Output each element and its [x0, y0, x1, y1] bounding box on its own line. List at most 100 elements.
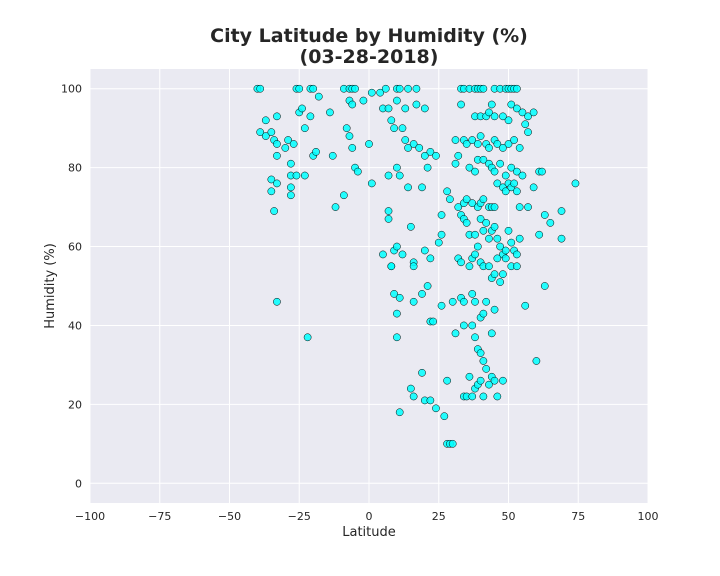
data-point — [476, 376, 485, 385]
data-point — [479, 84, 488, 93]
data-point — [451, 159, 460, 168]
data-point — [457, 100, 465, 109]
data-point — [409, 140, 418, 148]
x-tick-label: 0 — [366, 510, 373, 523]
data-point — [312, 148, 320, 156]
data-point — [557, 207, 566, 215]
data-point — [504, 226, 513, 235]
data-point — [490, 376, 499, 385]
data-point — [473, 140, 482, 148]
data-point — [440, 412, 449, 421]
data-point — [476, 349, 485, 357]
data-point — [387, 116, 396, 125]
data-point — [340, 191, 348, 200]
data-point — [510, 179, 518, 188]
data-point — [393, 242, 401, 251]
data-point — [409, 262, 418, 271]
data-point — [515, 234, 524, 243]
data-point — [420, 151, 429, 160]
data-point — [298, 104, 306, 113]
data-point — [524, 112, 532, 121]
data-point — [499, 144, 507, 152]
data-point — [426, 148, 435, 156]
data-point — [507, 238, 516, 247]
data-point — [540, 282, 549, 290]
data-point — [460, 297, 468, 306]
data-point — [479, 226, 488, 235]
data-point — [407, 384, 415, 393]
data-point — [267, 187, 276, 196]
data-point — [256, 84, 265, 93]
data-point — [437, 211, 446, 219]
x-axis-ticks: −100 −75 −50 −25 0 25 50 75 100 — [75, 510, 659, 523]
data-point — [407, 222, 415, 231]
data-point — [490, 305, 499, 314]
data-point — [448, 439, 457, 448]
data-point — [515, 203, 524, 211]
data-point — [468, 199, 477, 207]
data-point — [468, 136, 477, 144]
data-point — [504, 140, 513, 148]
data-point — [398, 250, 407, 259]
data-point — [504, 116, 513, 125]
data-point — [485, 262, 493, 271]
data-point — [409, 392, 418, 401]
data-point — [395, 293, 404, 302]
data-point — [393, 309, 401, 318]
data-point — [351, 84, 359, 93]
data-point — [524, 203, 532, 211]
data-point — [499, 112, 507, 121]
data-point — [485, 144, 493, 152]
data-point — [426, 396, 435, 405]
data-point — [501, 246, 510, 255]
data-point — [468, 392, 477, 401]
data-point — [437, 301, 446, 310]
data-point — [401, 136, 410, 144]
data-point — [393, 163, 401, 172]
data-point — [432, 404, 440, 413]
data-point — [479, 357, 488, 365]
data-point — [471, 167, 479, 176]
data-point — [482, 297, 491, 306]
data-point — [493, 179, 502, 188]
x-tick-label: 25 — [432, 510, 446, 523]
data-point — [468, 290, 477, 298]
data-point — [510, 136, 518, 144]
data-point — [423, 163, 432, 172]
data-point — [381, 84, 390, 93]
data-point — [465, 163, 474, 172]
data-point — [300, 124, 309, 133]
data-point — [487, 329, 496, 338]
data-point — [342, 124, 351, 133]
data-point — [404, 144, 412, 152]
data-point — [420, 104, 429, 113]
data-point — [515, 144, 524, 152]
data-point — [326, 108, 334, 117]
data-point — [507, 100, 516, 109]
data-point — [303, 333, 312, 342]
data-point — [348, 100, 357, 109]
data-point — [490, 222, 499, 231]
data-point — [353, 167, 362, 176]
data-point — [485, 380, 493, 389]
data-point — [518, 108, 527, 117]
data-point — [493, 392, 502, 401]
data-point — [398, 124, 407, 133]
data-point — [348, 144, 357, 152]
data-point — [390, 124, 398, 133]
data-point — [490, 270, 499, 279]
data-point — [412, 84, 421, 93]
data-point — [493, 140, 502, 148]
x-tick-label: 75 — [571, 510, 585, 523]
data-point — [393, 333, 401, 342]
data-point — [448, 297, 457, 306]
data-point — [490, 203, 499, 211]
data-point — [287, 159, 295, 168]
data-point — [454, 203, 463, 211]
y-tick-label: 100 — [61, 83, 82, 96]
data-point — [482, 219, 491, 227]
data-point — [395, 84, 404, 93]
data-point — [261, 116, 270, 125]
data-point — [471, 297, 479, 306]
data-point — [513, 250, 521, 259]
